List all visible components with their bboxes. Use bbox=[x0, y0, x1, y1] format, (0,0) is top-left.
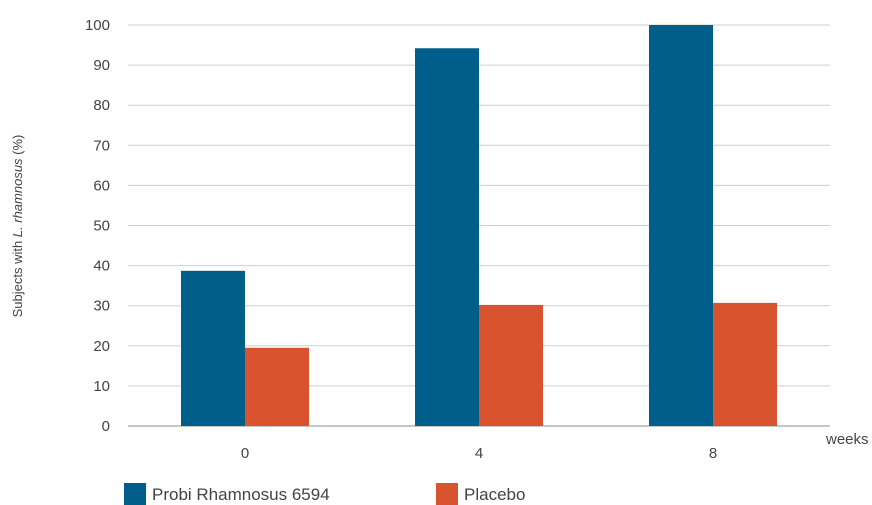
legend-swatch-placebo bbox=[436, 483, 458, 505]
y-tick-label: 90 bbox=[93, 57, 110, 74]
bar-placebo-week-4 bbox=[479, 304, 543, 426]
x-tick-label: 0 bbox=[241, 445, 249, 462]
y-tick-label: 40 bbox=[93, 258, 110, 275]
legend-label-probi: Probi Rhamnosus 6594 bbox=[152, 485, 330, 504]
x-tick-labels: 0 4 8 bbox=[241, 445, 717, 462]
y-axis-title: Subjects with L. rhamnosus (%) bbox=[10, 135, 25, 318]
y-tick-label: 70 bbox=[93, 137, 110, 154]
y-tick-label: 100 bbox=[85, 17, 110, 34]
y-tick-label: 60 bbox=[93, 177, 110, 194]
y-tick-label: 20 bbox=[93, 338, 110, 355]
legend: Probi Rhamnosus 6594 Placebo bbox=[124, 483, 525, 505]
x-axis-title: weeks bbox=[825, 431, 869, 448]
bar-probi-week-8 bbox=[649, 25, 713, 426]
x-tick-label: 4 bbox=[475, 445, 483, 462]
bar-probi-week-4 bbox=[415, 48, 479, 427]
legend-label-placebo: Placebo bbox=[464, 485, 525, 504]
y-tick-labels: 0 10 20 30 40 50 60 70 80 90 100 bbox=[85, 17, 110, 435]
bar-placebo-week-8 bbox=[713, 302, 777, 426]
legend-swatch-probi bbox=[124, 483, 146, 505]
bar-placebo-week-0 bbox=[245, 347, 309, 426]
bars bbox=[181, 25, 777, 427]
bar-probi-week-0 bbox=[181, 270, 245, 426]
y-tick-label: 50 bbox=[93, 218, 110, 235]
y-tick-label: 10 bbox=[93, 378, 110, 395]
y-tick-label: 30 bbox=[93, 298, 110, 315]
y-tick-label: 80 bbox=[93, 97, 110, 114]
x-tick-label: 8 bbox=[709, 445, 717, 462]
y-tick-label: 0 bbox=[102, 418, 110, 435]
